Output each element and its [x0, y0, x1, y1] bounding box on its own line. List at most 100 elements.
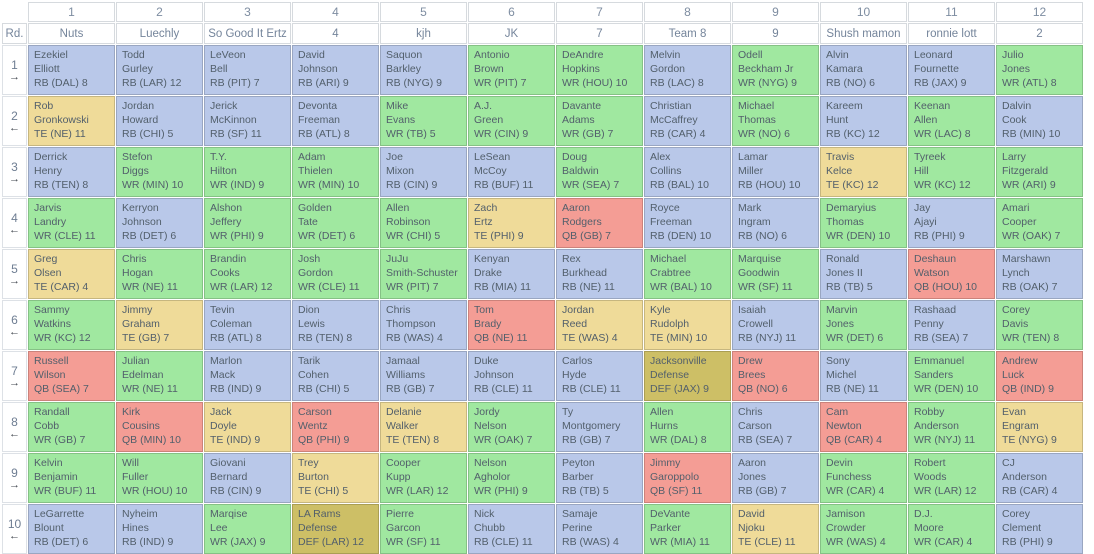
pick-cell[interactable]: LeGarrette Blount RB (DET) 6 — [28, 504, 115, 554]
pick-cell[interactable]: LeVeon Bell RB (PIT) 7 — [204, 45, 291, 95]
pick-cell[interactable]: Jerick McKinnon RB (SF) 11 — [204, 96, 291, 146]
pick-cell[interactable]: Alshon Jeffery WR (PHI) 9 — [204, 198, 291, 248]
pick-cell[interactable]: Marvin Jones WR (DET) 6 — [820, 300, 907, 350]
pick-cell[interactable]: T.Y. Hilton WR (IND) 9 — [204, 147, 291, 197]
pick-cell[interactable]: Pierre Garcon WR (SF) 11 — [380, 504, 467, 554]
pick-cell[interactable]: Cooper Kupp WR (LAR) 12 — [380, 453, 467, 503]
pick-cell[interactable]: Evan Engram TE (NYG) 9 — [996, 402, 1083, 452]
pick-cell[interactable]: Mike Evans WR (TB) 5 — [380, 96, 467, 146]
pick-cell[interactable]: Delanie Walker TE (TEN) 8 — [380, 402, 467, 452]
pick-cell[interactable]: LeSean McCoy RB (BUF) 11 — [468, 147, 555, 197]
pick-cell[interactable]: Allen Hurns WR (DAL) 8 — [644, 402, 731, 452]
pick-cell[interactable]: Devin Funchess WR (CAR) 4 — [820, 453, 907, 503]
pick-cell[interactable]: David Johnson RB (ARI) 9 — [292, 45, 379, 95]
pick-cell[interactable]: Samaje Perine RB (WAS) 4 — [556, 504, 643, 554]
pick-cell[interactable]: Marqise Lee WR (JAX) 9 — [204, 504, 291, 554]
pick-cell[interactable]: JuJu Smith-Schuster WR (PIT) 7 — [380, 249, 467, 299]
pick-cell[interactable]: Chris Thompson RB (WAS) 4 — [380, 300, 467, 350]
pick-cell[interactable]: A.J. Green WR (CIN) 9 — [468, 96, 555, 146]
pick-cell[interactable]: Chris Carson RB (SEA) 7 — [732, 402, 819, 452]
pick-cell[interactable]: Rex Burkhead RB (NE) 11 — [556, 249, 643, 299]
pick-cell[interactable]: Aaron Jones RB (GB) 7 — [732, 453, 819, 503]
pick-cell[interactable]: Amari Cooper WR (OAK) 7 — [996, 198, 1083, 248]
pick-cell[interactable]: CJ Anderson RB (CAR) 4 — [996, 453, 1083, 503]
pick-cell[interactable]: Jarvis Landry WR (CLE) 11 — [28, 198, 115, 248]
pick-cell[interactable]: Joe Mixon RB (CIN) 9 — [380, 147, 467, 197]
pick-cell[interactable]: Melvin Gordon RB (LAC) 8 — [644, 45, 731, 95]
team-name-header[interactable]: 4 — [292, 23, 379, 44]
pick-cell[interactable]: Giovani Bernard RB (CIN) 9 — [204, 453, 291, 503]
pick-cell[interactable]: Marshawn Lynch RB (OAK) 7 — [996, 249, 1083, 299]
pick-cell[interactable]: Russell Wilson QB (SEA) 7 — [28, 351, 115, 401]
pick-cell[interactable]: Nyheim Hines RB (IND) 9 — [116, 504, 203, 554]
pick-cell[interactable]: Brandin Cooks WR (LAR) 12 — [204, 249, 291, 299]
pick-cell[interactable]: Kenyan Drake RB (MIA) 11 — [468, 249, 555, 299]
pick-cell[interactable]: Keenan Allen WR (LAC) 8 — [908, 96, 995, 146]
pick-cell[interactable]: Randall Cobb WR (GB) 7 — [28, 402, 115, 452]
pick-cell[interactable]: Tevin Coleman RB (ATL) 8 — [204, 300, 291, 350]
pick-cell[interactable]: Devonta Freeman RB (ATL) 8 — [292, 96, 379, 146]
pick-cell[interactable]: Antonio Brown WR (PIT) 7 — [468, 45, 555, 95]
pick-cell[interactable]: Jimmy Garoppolo QB (SF) 11 — [644, 453, 731, 503]
pick-cell[interactable]: Tyreek Hill WR (KC) 12 — [908, 147, 995, 197]
pick-cell[interactable]: Corey Davis WR (TEN) 8 — [996, 300, 1083, 350]
pick-cell[interactable]: Demaryius Thomas WR (DEN) 10 — [820, 198, 907, 248]
pick-cell[interactable]: Dalvin Cook RB (MIN) 10 — [996, 96, 1083, 146]
pick-cell[interactable]: Sammy Watkins WR (KC) 12 — [28, 300, 115, 350]
pick-cell[interactable]: Zach Ertz TE (PHI) 9 — [468, 198, 555, 248]
pick-cell[interactable]: Greg Olsen TE (CAR) 4 — [28, 249, 115, 299]
pick-cell[interactable]: Kyle Rudolph TE (MIN) 10 — [644, 300, 731, 350]
team-name-header[interactable]: So Good It Ertz — [204, 23, 291, 44]
pick-cell[interactable]: Drew Brees QB (NO) 6 — [732, 351, 819, 401]
pick-cell[interactable]: Kirk Cousins QB (MIN) 10 — [116, 402, 203, 452]
pick-cell[interactable]: Jamison Crowder WR (WAS) 4 — [820, 504, 907, 554]
team-name-header[interactable]: ronnie lott — [908, 23, 995, 44]
pick-cell[interactable]: Adam Thielen WR (MIN) 10 — [292, 147, 379, 197]
pick-cell[interactable]: Christian McCaffrey RB (CAR) 4 — [644, 96, 731, 146]
pick-cell[interactable]: Deshaun Watson QB (HOU) 10 — [908, 249, 995, 299]
pick-cell[interactable]: Stefon Diggs WR (MIN) 10 — [116, 147, 203, 197]
pick-cell[interactable]: Dion Lewis RB (TEN) 8 — [292, 300, 379, 350]
pick-cell[interactable]: Nick Chubb RB (CLE) 11 — [468, 504, 555, 554]
team-name-header[interactable]: Team 8 — [644, 23, 731, 44]
pick-cell[interactable]: Ezekiel Elliott RB (DAL) 8 — [28, 45, 115, 95]
pick-cell[interactable]: Carlos Hyde RB (CLE) 11 — [556, 351, 643, 401]
pick-cell[interactable]: Sony Michel RB (NE) 11 — [820, 351, 907, 401]
team-name-header[interactable]: 2 — [996, 23, 1083, 44]
pick-cell[interactable]: Isaiah Crowell RB (NYJ) 11 — [732, 300, 819, 350]
pick-cell[interactable]: Kerryon Johnson RB (DET) 6 — [116, 198, 203, 248]
pick-cell[interactable]: Travis Kelce TE (KC) 12 — [820, 147, 907, 197]
pick-cell[interactable]: Kareem Hunt RB (KC) 12 — [820, 96, 907, 146]
pick-cell[interactable]: Chris Hogan WR (NE) 11 — [116, 249, 203, 299]
pick-cell[interactable]: Jay Ajayi RB (PHI) 9 — [908, 198, 995, 248]
pick-cell[interactable]: Royce Freeman RB (DEN) 10 — [644, 198, 731, 248]
pick-cell[interactable]: Jordy Nelson WR (OAK) 7 — [468, 402, 555, 452]
pick-cell[interactable]: Robert Woods WR (LAR) 12 — [908, 453, 995, 503]
pick-cell[interactable]: Marlon Mack RB (IND) 9 — [204, 351, 291, 401]
pick-cell[interactable]: Jack Doyle TE (IND) 9 — [204, 402, 291, 452]
pick-cell[interactable]: Andrew Luck QB (IND) 9 — [996, 351, 1083, 401]
pick-cell[interactable]: Odell Beckham Jr WR (NYG) 9 — [732, 45, 819, 95]
pick-cell[interactable]: Mark Ingram RB (NO) 6 — [732, 198, 819, 248]
pick-cell[interactable]: Tarik Cohen RB (CHI) 5 — [292, 351, 379, 401]
team-name-header[interactable]: Nuts — [28, 23, 115, 44]
team-name-header[interactable]: 7 — [556, 23, 643, 44]
pick-cell[interactable]: Cam Newton QB (CAR) 4 — [820, 402, 907, 452]
pick-cell[interactable]: Duke Johnson RB (CLE) 11 — [468, 351, 555, 401]
pick-cell[interactable]: DeAndre Hopkins WR (HOU) 10 — [556, 45, 643, 95]
pick-cell[interactable]: Trey Burton TE (CHI) 5 — [292, 453, 379, 503]
pick-cell[interactable]: Corey Clement RB (PHI) 9 — [996, 504, 1083, 554]
pick-cell[interactable]: Jordan Howard RB (CHI) 5 — [116, 96, 203, 146]
pick-cell[interactable]: Jamaal Williams RB (GB) 7 — [380, 351, 467, 401]
pick-cell[interactable]: Rashaad Penny RB (SEA) 7 — [908, 300, 995, 350]
pick-cell[interactable]: DeVante Parker WR (MIA) 11 — [644, 504, 731, 554]
pick-cell[interactable]: Alex Collins RB (BAL) 10 — [644, 147, 731, 197]
pick-cell[interactable]: Will Fuller WR (HOU) 10 — [116, 453, 203, 503]
pick-cell[interactable]: Jordan Reed TE (WAS) 4 — [556, 300, 643, 350]
team-name-header[interactable]: kjh — [380, 23, 467, 44]
pick-cell[interactable]: Derrick Henry RB (TEN) 8 — [28, 147, 115, 197]
pick-cell[interactable]: Josh Gordon WR (CLE) 11 — [292, 249, 379, 299]
pick-cell[interactable]: Tom Brady QB (NE) 11 — [468, 300, 555, 350]
pick-cell[interactable]: Aaron Rodgers QB (GB) 7 — [556, 198, 643, 248]
pick-cell[interactable]: Michael Crabtree WR (BAL) 10 — [644, 249, 731, 299]
